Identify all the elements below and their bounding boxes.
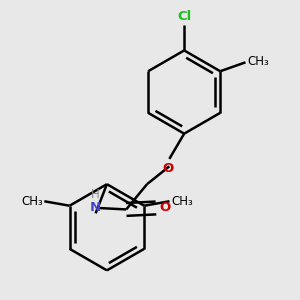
Text: O: O: [162, 163, 173, 176]
Text: H: H: [91, 188, 100, 201]
Text: CH₃: CH₃: [21, 195, 43, 208]
Text: N: N: [90, 202, 101, 214]
Text: CH₃: CH₃: [171, 195, 193, 208]
Text: CH₃: CH₃: [247, 55, 269, 68]
Text: Cl: Cl: [177, 10, 191, 23]
Text: O: O: [160, 202, 171, 214]
